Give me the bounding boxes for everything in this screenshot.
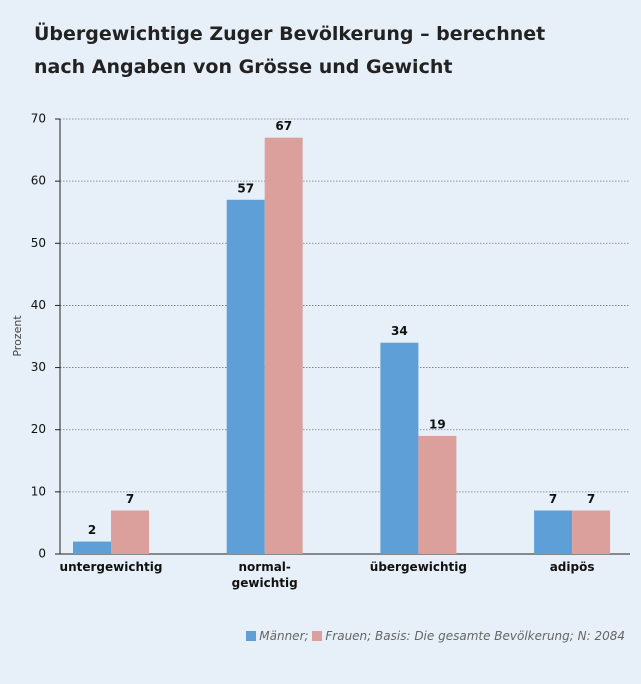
bar (380, 342, 419, 554)
data-label: 67 (275, 119, 292, 133)
x-tick-label: übergewichtig (370, 560, 467, 574)
bar (264, 137, 303, 554)
y-tick-label: 10 (31, 484, 46, 498)
data-label: 2 (88, 523, 96, 537)
data-label: 7 (126, 492, 134, 506)
data-label: 7 (587, 492, 595, 506)
y-tick-label: 30 (31, 360, 46, 374)
bar (418, 435, 457, 554)
legend-swatch (312, 631, 323, 641)
bar (111, 510, 149, 554)
data-label: 34 (391, 324, 408, 338)
y-axis-label: Prozent (11, 315, 24, 357)
data-label: 19 (429, 417, 446, 431)
data-label: 57 (237, 181, 254, 195)
x-tick-label: untergewichtig (60, 560, 163, 574)
y-tick-label: 0 (38, 547, 46, 561)
y-tick-label: 70 (31, 112, 46, 126)
legend: Männer; Frauen; Basis: Die gesamte Bevöl… (246, 629, 625, 643)
y-tick-label: 20 (31, 422, 46, 436)
legend-swatch (246, 631, 257, 641)
legend-label: Männer; (259, 629, 309, 643)
legend-label: Frauen; (325, 629, 372, 643)
y-tick-label: 40 (31, 298, 46, 312)
bar (534, 510, 573, 554)
bar (226, 199, 265, 555)
chart-title: Übergewichtige Zuger Bevölkerung – berec… (34, 23, 546, 78)
note: Basis: Die gesamte Bevölkerung; N: 2084 (375, 629, 625, 643)
x-tick-label: normal-gewichtig (232, 560, 298, 590)
y-tick-label: 50 (31, 236, 46, 250)
data-label: 7 (549, 492, 557, 506)
bar (73, 541, 111, 554)
bar (572, 510, 611, 554)
x-tick-label: adipös (550, 560, 595, 574)
y-tick-label: 60 (31, 174, 46, 188)
